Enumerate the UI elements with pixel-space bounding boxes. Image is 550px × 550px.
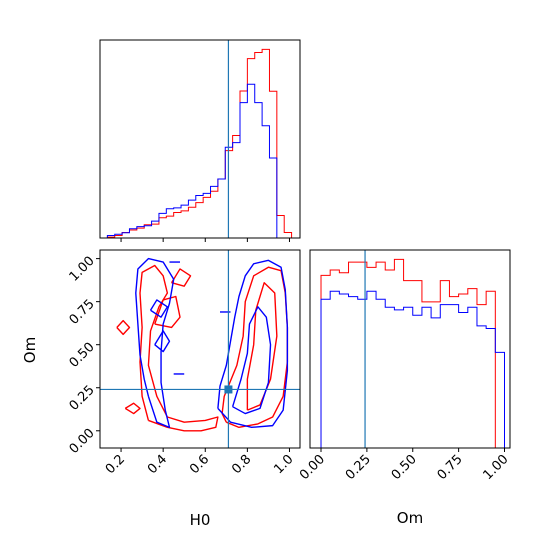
contour-series-1-level-2 — [135, 257, 175, 429]
contour-series-1-level-0 — [217, 259, 289, 429]
y-axis-label-om: Om — [21, 337, 39, 363]
om-histogram-series-1 — [311, 290, 505, 449]
h0-histogram-series — [100, 48, 293, 239]
h0-histogram-frame — [99, 39, 301, 239]
h0-histogram-ticks — [120, 238, 290, 242]
contour-series-0-level-3 — [116, 319, 131, 336]
om-histogram-frame — [309, 249, 511, 449]
contour-series-0-level-4 — [139, 264, 219, 432]
x-axis-label-om: Om — [397, 509, 423, 527]
contour-truth-lines — [100, 250, 300, 448]
contour-series-0-level-2 — [124, 402, 141, 415]
contour-series-1-level-3 — [154, 330, 171, 353]
contour-series-1-level-1 — [231, 306, 272, 415]
contour-series-1-level-4 — [149, 299, 169, 318]
contour-series-0-level-6 — [170, 268, 192, 287]
x-axis-label-h0: H0 — [190, 511, 211, 529]
h0-histogram-series-0 — [100, 48, 293, 239]
contour-series — [116, 257, 289, 432]
om-histogram-series-0 — [311, 258, 505, 449]
contour-frame — [99, 249, 301, 449]
om-histogram-series — [311, 258, 505, 449]
h0-histogram-panel — [99, 39, 301, 242]
contour-truth-marker — [224, 385, 233, 394]
h0-histogram-series-1 — [100, 83, 292, 239]
